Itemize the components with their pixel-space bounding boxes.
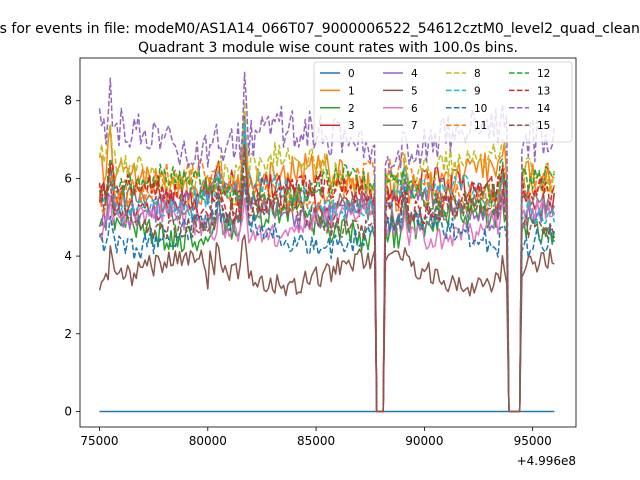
y-tick-label: 0 [64,404,72,418]
x-tick-label: 95000 [514,434,552,448]
y-tick-label: 2 [64,327,72,341]
legend-label-1: 1 [348,85,355,97]
legend-label-9: 9 [474,85,481,97]
legend-label-12: 12 [537,68,550,80]
x-tick-label: 80000 [189,434,227,448]
series-line-11 [98,146,555,413]
chart-title: Quadrant 3 module wise count rates with … [138,40,518,56]
legend-label-13: 13 [537,85,550,97]
legend-label-6: 6 [411,103,418,115]
y-tick-label: 8 [64,94,72,108]
legend-box [313,61,573,143]
legend-label-4: 4 [411,68,418,80]
legend-label-15: 15 [537,120,550,132]
x-tick-label: 85000 [297,434,335,448]
legend-label-7: 7 [411,120,418,132]
y-axis: 0 2 4 6 8 [64,94,80,418]
series-line-6 [98,190,555,413]
legend-label-5: 5 [411,85,418,97]
series-line-5 [98,234,555,413]
legend-label-3: 3 [348,120,355,132]
series-line-13 [98,145,556,413]
series-line-12 [98,158,555,413]
x-offset-label: +4.996e8 [517,454,576,468]
legend-label-8: 8 [474,68,481,80]
x-axis: 75000 80000 85000 90000 95000 [80,427,552,448]
legend-label-10: 10 [474,103,487,115]
figure-suptitle: Plots for events in file: modeM0/AS1A14_… [0,21,640,37]
series-line-10 [98,182,555,413]
x-tick-label: 90000 [405,434,443,448]
x-tick-label: 75000 [80,434,118,448]
axes-frame [79,57,577,428]
legend-label-14: 14 [537,103,551,115]
y-tick-label: 4 [64,249,72,263]
series-line-15 [99,142,556,413]
legend-label-2: 2 [348,103,355,115]
y-tick-label: 6 [64,171,72,185]
legend-label-11: 11 [474,120,487,132]
legend-label-0: 0 [348,68,355,80]
